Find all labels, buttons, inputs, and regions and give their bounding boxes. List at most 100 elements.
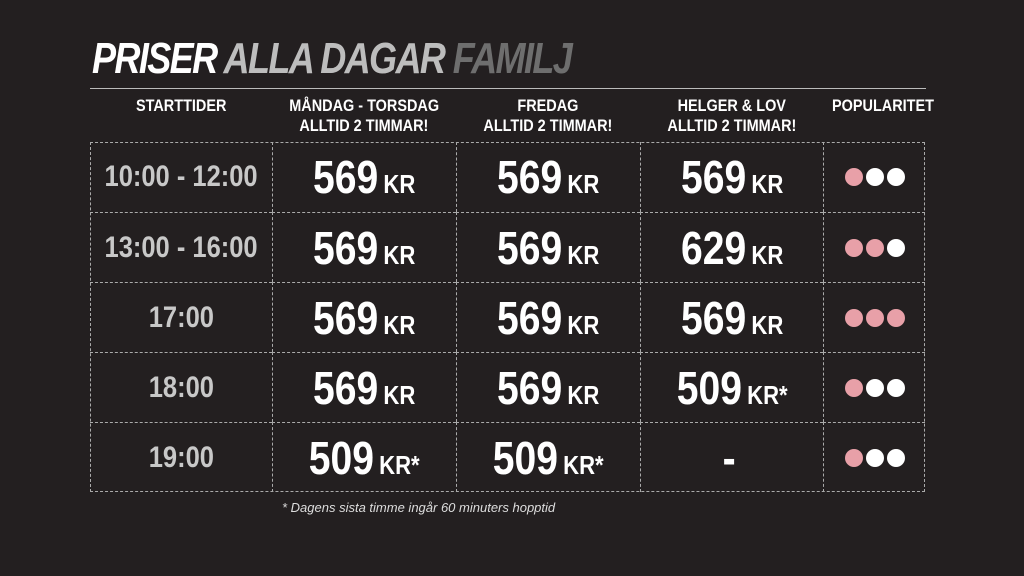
column-header: STARTTIDER [90, 96, 272, 136]
column-header: MÅNDAG - TORSDAG ALLTID 2 TIMMAR! [272, 96, 456, 136]
table-cell: 10:00 - 12:00 [90, 142, 272, 212]
popularity-dot [865, 238, 884, 257]
table-cell [823, 142, 925, 212]
price: - [723, 431, 741, 485]
price-amount: 569 [313, 221, 379, 274]
price: 569 KR [681, 150, 783, 204]
price: 569 KR [313, 291, 415, 345]
price-amount: 629 [680, 221, 747, 274]
price-currency: KR [751, 239, 784, 270]
price: 569 KR [497, 291, 599, 345]
price: 629 KR [681, 221, 783, 275]
column-header: FREDAG ALLTID 2 TIMMAR! [456, 96, 640, 136]
price: 569 KR [313, 150, 415, 204]
popularity-dot [886, 238, 905, 257]
price-amount: 569 [313, 291, 379, 344]
header-line1: FREDAG [517, 96, 579, 115]
price: 509 KR* [309, 431, 420, 485]
table-cell [823, 422, 925, 492]
price-amount: 569 [497, 291, 563, 344]
price-amount: 569 [680, 151, 747, 203]
price-amount: 569 [313, 151, 379, 203]
header-line1: HELGER & LOV [677, 96, 786, 115]
price-amount: 569 [497, 361, 563, 414]
table-cell: 569 KR [640, 282, 823, 352]
popularity-dot [844, 238, 863, 257]
popularity-dot [886, 308, 905, 327]
popularity-dot [844, 448, 863, 467]
popularity-indicator [844, 238, 905, 257]
table-cell: 569 KR [272, 352, 456, 422]
table-cell [823, 212, 925, 282]
price-currency: KR [567, 379, 600, 410]
start-time: 10:00 - 12:00 [104, 160, 258, 193]
popularity-dot [886, 378, 905, 397]
price-amount: 509 [309, 431, 375, 484]
price-amount: 569 [680, 291, 747, 344]
table-cell [823, 282, 925, 352]
column-header: HELGER & LOV ALLTID 2 TIMMAR! [640, 96, 823, 136]
header-line1: MÅNDAG - TORSDAG [289, 96, 439, 115]
price: 569 KR [313, 361, 415, 415]
header-line2: ALLTID 2 TIMMAR! [667, 116, 796, 135]
table-cell [823, 352, 925, 422]
price-currency: KR [751, 309, 784, 340]
price-amount: 569 [313, 361, 379, 414]
price-amount: 509 [493, 431, 559, 484]
price-currency: KR [383, 239, 416, 270]
price-currency: KR* [563, 449, 604, 480]
price-currency: KR [383, 309, 416, 340]
popularity-dot [865, 308, 884, 327]
price-table [90, 142, 925, 492]
table-cell: 509 KR* [640, 352, 823, 422]
popularity-indicator [844, 448, 905, 467]
price-currency: KR [567, 169, 600, 199]
price-currency: KR* [746, 379, 788, 410]
table-row: 13:00 - 16:00 569 KR 569 KR 629 KR [90, 212, 925, 282]
table-row: 18:00 569 KR 569 KR 509 KR* [90, 352, 925, 422]
table-cell: 13:00 - 16:00 [90, 212, 272, 282]
table-cell: 569 KR [456, 212, 640, 282]
header-line2: ALLTID 2 TIMMAR! [483, 116, 613, 135]
price: 569 KR [497, 221, 599, 275]
price-currency: KR [383, 379, 416, 410]
start-time: 13:00 - 16:00 [104, 230, 258, 264]
price: 569 KR [497, 150, 599, 204]
table-cell: 569 KR [456, 352, 640, 422]
table-cell: 569 KR [272, 282, 456, 352]
price: 569 KR [313, 221, 415, 275]
table-cell: 19:00 [90, 422, 272, 492]
popularity-dot [844, 378, 863, 397]
price-currency: KR [383, 169, 416, 199]
table-row: 10:00 - 12:00 569 KR 569 KR 569 KR [90, 142, 925, 212]
popularity-dot [886, 448, 905, 467]
popularity-dot [865, 168, 884, 186]
popularity-indicator [844, 308, 905, 327]
popularity-indicator [844, 168, 905, 186]
table-cell: 569 KR [272, 142, 456, 212]
start-time: 17:00 [148, 300, 214, 334]
table-cell: 569 KR [272, 212, 456, 282]
popularity-dot [844, 168, 863, 186]
table-cell: 509 KR* [272, 422, 456, 492]
price-currency: KR [751, 169, 784, 199]
price-amount: 569 [497, 221, 563, 274]
popularity-dot [865, 378, 884, 397]
popularity-dot [886, 168, 905, 186]
table-cell: 569 KR [456, 282, 640, 352]
divider [90, 88, 926, 89]
start-time: 18:00 [148, 370, 214, 404]
popularity-indicator [844, 378, 905, 397]
table-cell: 509 KR* [456, 422, 640, 492]
price-currency: KR* [379, 449, 420, 480]
table-row: 19:00 509 KR* 509 KR* - [90, 422, 925, 492]
price-currency: KR [567, 239, 600, 270]
table-cell: 569 KR [640, 142, 823, 212]
start-time: 19:00 [148, 440, 214, 474]
column-header: POPULARITET [823, 96, 934, 136]
price-amount: - [722, 431, 736, 484]
table-cell: 629 KR [640, 212, 823, 282]
footnote: * Dagens sista timme ingår 60 minuters h… [282, 500, 556, 515]
table-cell: 18:00 [90, 352, 272, 422]
header-line2: ALLTID 2 TIMMAR! [299, 116, 429, 135]
